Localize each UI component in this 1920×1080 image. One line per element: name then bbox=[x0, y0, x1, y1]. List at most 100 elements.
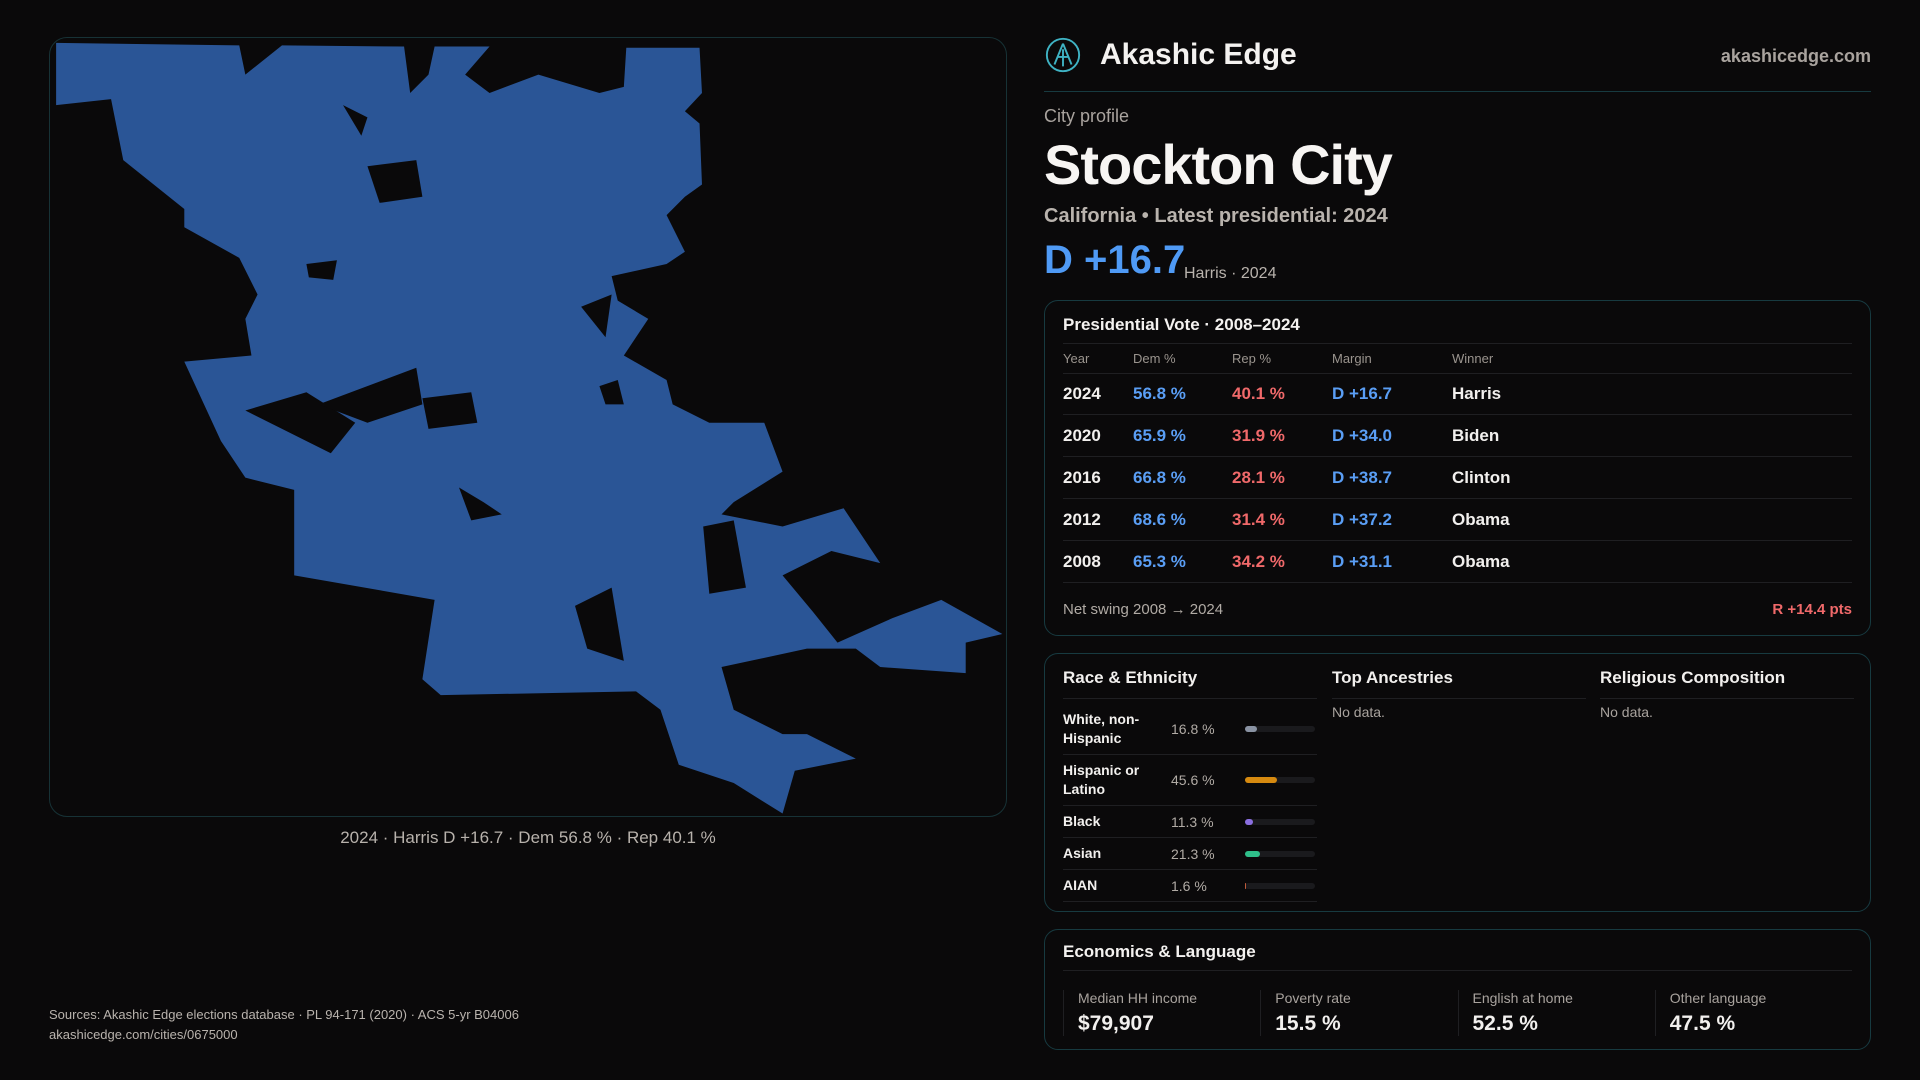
race-ethnicity-section: Race & Ethnicity White, non-Hispanic 16.8… bbox=[1063, 654, 1317, 911]
cell-margin: D +31.1 bbox=[1332, 552, 1393, 571]
race-bar bbox=[1245, 882, 1315, 889]
page-title: Stockton City bbox=[1044, 133, 1393, 196]
race-row: White, non-Hispanic 16.8 % bbox=[1063, 704, 1317, 755]
religion-section: Religious Composition No data. bbox=[1600, 654, 1854, 911]
race-pct: 45.6 % bbox=[1171, 772, 1215, 788]
cell-rep: 31.4 % bbox=[1232, 510, 1285, 529]
econ-stat: Poverty rate 15.5 % bbox=[1260, 990, 1457, 1036]
stat-label: Poverty rate bbox=[1275, 990, 1351, 1006]
race-row: Hispanic or Latino 45.6 % bbox=[1063, 755, 1317, 806]
econ-stat: Other language 47.5 % bbox=[1654, 990, 1852, 1036]
table-row: 2016 66.8 % 28.1 % D +38.7 Clinton bbox=[1063, 458, 1852, 499]
cell-dem: 68.6 % bbox=[1133, 510, 1186, 529]
city-map[interactable] bbox=[49, 37, 1007, 817]
race-label: Asian bbox=[1063, 845, 1102, 861]
cell-dem: 65.9 % bbox=[1133, 426, 1186, 445]
map-caption: 2024 · Harris D +16.7 · Dem 56.8 % · Rep… bbox=[340, 828, 716, 847]
sources-text: Sources: Akashic Edge elections database… bbox=[49, 1007, 519, 1022]
race-bar-fill bbox=[1245, 850, 1260, 857]
map-holes bbox=[245, 105, 746, 661]
econ-stat: English at home 52.5 % bbox=[1457, 990, 1655, 1036]
col-margin: Margin bbox=[1332, 351, 1372, 366]
table-header: Year Dem % Rep % Margin Winner bbox=[1063, 344, 1852, 374]
economics-panel: Economics & Language Median HH income $79… bbox=[1044, 929, 1871, 1050]
race-label: Hispanic or Latino bbox=[1063, 762, 1140, 797]
brand-name: Akashic Edge bbox=[1100, 38, 1297, 71]
col-rep: Rep % bbox=[1232, 351, 1272, 366]
demographics-panel: Race & Ethnicity White, non-Hispanic 16.8… bbox=[1044, 653, 1871, 912]
swing-value: R +14.4 pts bbox=[1772, 601, 1852, 618]
race-bar bbox=[1245, 850, 1315, 857]
swing-label: Net swing 2008 → 2024 bbox=[1063, 601, 1224, 618]
city-boundary-shape bbox=[56, 42, 1003, 814]
cell-rep: 40.1 % bbox=[1232, 384, 1285, 403]
race-row: AIAN 1.6 % bbox=[1063, 870, 1317, 902]
cell-winner: Harris bbox=[1452, 384, 1502, 403]
section-title: Top Ancestries bbox=[1332, 668, 1586, 699]
table-row: 2008 65.3 % 34.2 % D +31.1 Obama bbox=[1063, 542, 1852, 583]
race-pct: 1.6 % bbox=[1171, 877, 1207, 894]
col-year: Year bbox=[1063, 351, 1090, 366]
race-label: Black bbox=[1063, 813, 1101, 829]
brand-logo-icon bbox=[1045, 37, 1081, 73]
col-dem: Dem % bbox=[1133, 351, 1176, 366]
cell-winner: Obama bbox=[1452, 552, 1510, 571]
cell-dem: 56.8 % bbox=[1133, 384, 1186, 403]
footer: Sources: Akashic Edge elections database… bbox=[49, 1005, 1007, 1045]
race-bar-fill bbox=[1245, 726, 1257, 732]
cell-rep: 31.9 % bbox=[1232, 426, 1285, 445]
stat-label: Median HH income bbox=[1078, 990, 1198, 1006]
race-bar-fill bbox=[1245, 777, 1277, 783]
stat-value: 47.5 % bbox=[1669, 1012, 1736, 1035]
race-pct: 11.3 % bbox=[1171, 813, 1214, 830]
race-pct: 16.8 % bbox=[1171, 721, 1215, 737]
cell-winner: Obama bbox=[1452, 510, 1510, 529]
col-winner: Winner bbox=[1452, 351, 1494, 366]
race-bar bbox=[1245, 777, 1315, 783]
headline-margin-sub: Harris · 2024 bbox=[1184, 265, 1277, 282]
stat-value: $79,907 bbox=[1078, 1012, 1154, 1035]
cell-year: 2012 bbox=[1063, 510, 1101, 529]
table-row: 2024 56.8 % 40.1 % D +16.7 Harris bbox=[1063, 374, 1852, 415]
cell-dem: 65.3 % bbox=[1133, 552, 1186, 571]
cell-rep: 28.1 % bbox=[1232, 468, 1285, 487]
headline-margin: D +16.7 bbox=[1044, 238, 1186, 282]
race-pct: 21.3 % bbox=[1171, 845, 1215, 862]
site-link[interactable]: akashicedge.com bbox=[1720, 46, 1871, 66]
cell-margin: D +37.2 bbox=[1332, 510, 1393, 529]
cell-year: 2008 bbox=[1063, 552, 1101, 571]
stat-value: 52.5 % bbox=[1472, 1012, 1538, 1035]
page-kicker: City profile bbox=[1044, 106, 1130, 126]
cell-year: 2024 bbox=[1063, 384, 1101, 403]
cell-dem: 66.8 % bbox=[1133, 468, 1186, 487]
panel-title: Presidential Vote · 2008–2024 bbox=[1063, 315, 1300, 334]
cell-winner: Biden bbox=[1452, 426, 1500, 445]
econ-stat: Median HH income $79,907 bbox=[1063, 990, 1260, 1036]
cell-margin: D +16.7 bbox=[1332, 384, 1393, 403]
divider bbox=[1063, 970, 1852, 971]
cell-year: 2020 bbox=[1063, 426, 1101, 445]
panel-title: Economics & Language bbox=[1063, 942, 1256, 961]
race-row: Asian 21.3 % bbox=[1063, 838, 1317, 870]
stat-label: Other language bbox=[1669, 990, 1767, 1006]
divider bbox=[1063, 343, 1852, 344]
cell-year: 2016 bbox=[1063, 468, 1101, 487]
stat-label: English at home bbox=[1472, 990, 1573, 1006]
race-bar bbox=[1245, 726, 1315, 732]
table-row: 2020 65.9 % 31.9 % D +34.0 Biden bbox=[1063, 416, 1852, 457]
ancestries-section: Top Ancestries No data. bbox=[1332, 654, 1586, 911]
race-row: Black 11.3 % bbox=[1063, 806, 1317, 838]
page-url[interactable]: akashicedge.com/cities/0675000 bbox=[49, 1027, 238, 1042]
cell-winner: Clinton bbox=[1452, 468, 1511, 487]
cell-margin: D +38.7 bbox=[1332, 468, 1393, 487]
race-label: White, non-Hispanic bbox=[1063, 711, 1140, 746]
page-subtitle: California • Latest presidential: 2024 bbox=[1044, 205, 1388, 227]
net-swing: Net swing 2008 → 2024 R +14.4 pts bbox=[1063, 601, 1852, 618]
race-bar-fill bbox=[1245, 818, 1253, 825]
section-title: Religious Composition bbox=[1600, 668, 1854, 699]
race-bar-fill bbox=[1245, 882, 1247, 889]
table-row: 2012 68.6 % 31.4 % D +37.2 Obama bbox=[1063, 500, 1852, 541]
brand[interactable]: Akashic Edge bbox=[1044, 36, 1297, 74]
header-divider bbox=[1044, 91, 1871, 92]
cell-margin: D +34.0 bbox=[1332, 426, 1393, 445]
